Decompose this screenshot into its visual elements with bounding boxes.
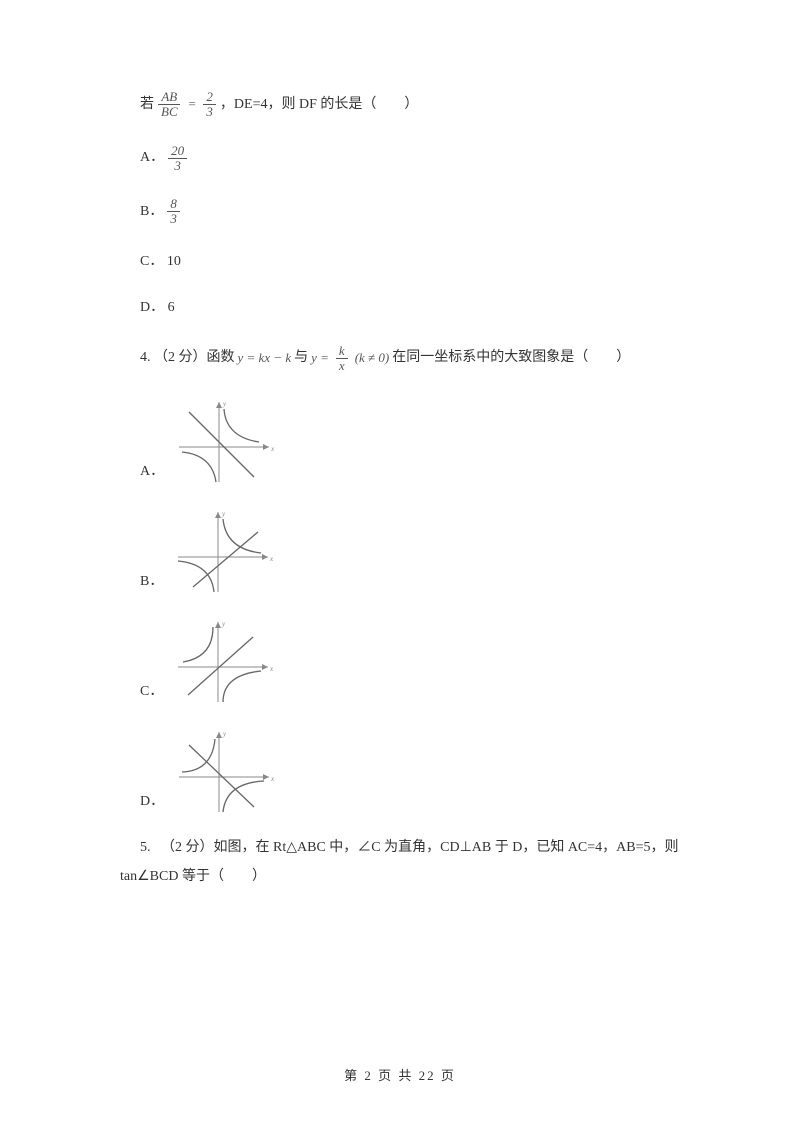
svg-text:y: y [221,510,226,518]
q3-optA-frac: 20 3 [168,144,187,174]
q3-tail: ，DE=4，则 DF 的长是（ ） [220,94,418,116]
q4-optD: D． x y [120,727,680,817]
q4-expr2-lhs: y = [311,348,329,369]
svg-text:x: x [269,555,273,563]
page-current: 2 [364,1068,373,1083]
q5-line2: tan∠BCD 等于（ ） [120,866,680,888]
q3-stem: 若 AB BC = 2 3 ，DE=4，则 DF 的长是（ ） [120,90,680,120]
q3-optC: C． 10 [120,251,680,273]
page-total: 22 [419,1068,436,1083]
svg-text:x: x [270,775,274,783]
q4-expr2-frac: k x [336,344,348,374]
q4-optB: B． x y [120,507,680,597]
graph-d-icon: x y [174,727,274,817]
svg-text:y: y [222,400,227,408]
q3-optD: D． 6 [120,297,680,319]
svg-text:x: x [270,445,274,453]
q3-prefix: 若 [140,94,154,116]
q5-line1: 5. （2 分）如图，在 Rt△ABC 中，∠C 为直角，CD⊥AB 于 D，已… [120,837,680,859]
q4-optC: C． x y [120,617,680,707]
q3-optB-frac: 8 3 [167,197,180,227]
graph-b-icon: x y [173,507,273,597]
q3-frac1: AB BC [158,90,181,120]
q3-eq: = [188,94,197,115]
svg-text:x: x [269,665,273,673]
q3-optB: B． 8 3 [120,197,680,227]
graph-c-icon: x y [173,617,273,707]
svg-text:y: y [221,620,226,628]
q4-optA: A． x y [120,397,680,487]
q4-expr2-cond: (k ≠ 0) [355,348,390,369]
q3-frac2: 2 3 [203,90,216,120]
q4-expr1: y = kx − k [238,348,292,369]
page-footer: 第 2 页 共 22 页 [0,1066,800,1087]
graph-a-icon: x y [174,397,274,487]
q3-optA: A． 20 3 [120,144,680,174]
q4-stem: 4. （2 分）函数 y = kx − k 与 y = k x (k ≠ 0) … [120,344,680,374]
svg-text:y: y [222,730,227,738]
